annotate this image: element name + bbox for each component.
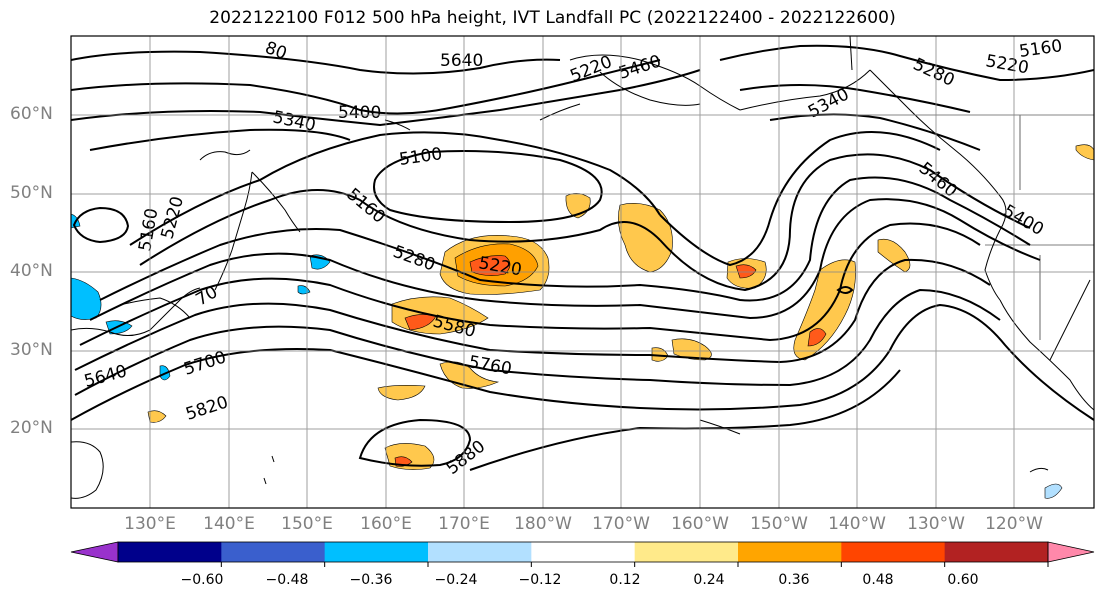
coastlines: [71, 36, 1094, 499]
lon-label: 130°E: [124, 514, 176, 534]
colorbar-tick-label: −0.24: [434, 572, 478, 588]
colorbar-tick-label: −0.36: [349, 572, 393, 588]
lon-label: 170°E: [438, 514, 490, 534]
lon-label: 180°W: [514, 514, 572, 534]
ivt-region: [1075, 144, 1094, 161]
lon-label: 160°W: [671, 514, 729, 534]
colorbar-tick-label: 0.48: [862, 572, 894, 588]
lat-label: 30°N: [10, 340, 53, 360]
lon-label: 150°W: [750, 514, 808, 534]
colorbar-tick-label: −0.12: [518, 572, 562, 588]
lat-label: 20°N: [10, 418, 53, 438]
colorbar-tick-label: 0.24: [693, 572, 725, 588]
colorbar-tick-label: 0.60: [947, 572, 979, 588]
contour-label: 5400: [338, 103, 381, 123]
lon-label: 120°W: [985, 514, 1043, 534]
ivt-region-neg: [71, 277, 102, 320]
colorbar-tick-label: −0.48: [265, 572, 309, 588]
lon-label: 140°W: [828, 514, 886, 534]
graticule: [71, 36, 1094, 508]
lat-label: 50°N: [10, 183, 53, 203]
colorbar-tick-label: 0.36: [778, 572, 810, 588]
colorbar-tick-label: 0.12: [609, 572, 641, 588]
ivt-region: [877, 238, 911, 273]
lat-label: 60°N: [10, 104, 53, 124]
contour-label: 5640: [440, 51, 483, 71]
lon-label: 140°E: [203, 514, 255, 534]
map-title: 2022122100 F012 500 hPa height, IVT Land…: [209, 8, 896, 28]
ivt-region-neg: [1044, 483, 1063, 499]
height-contours: [71, 44, 1094, 471]
map-frame: [70, 35, 1095, 509]
lat-label: 40°N: [10, 261, 53, 281]
lon-label: 170°W: [592, 514, 650, 534]
ivt-region: [147, 410, 167, 423]
lon-label: 150°E: [281, 514, 333, 534]
colorbar-tick-label: −0.60: [180, 572, 224, 588]
ivt-region-max: [735, 264, 757, 279]
ivt-region-max: [807, 328, 827, 347]
ivt-region: [793, 259, 856, 361]
lon-label: 160°E: [360, 514, 412, 534]
lon-label: 130°W: [907, 514, 965, 534]
ivt-region-max: [469, 255, 511, 276]
ivt-region: [377, 385, 426, 401]
